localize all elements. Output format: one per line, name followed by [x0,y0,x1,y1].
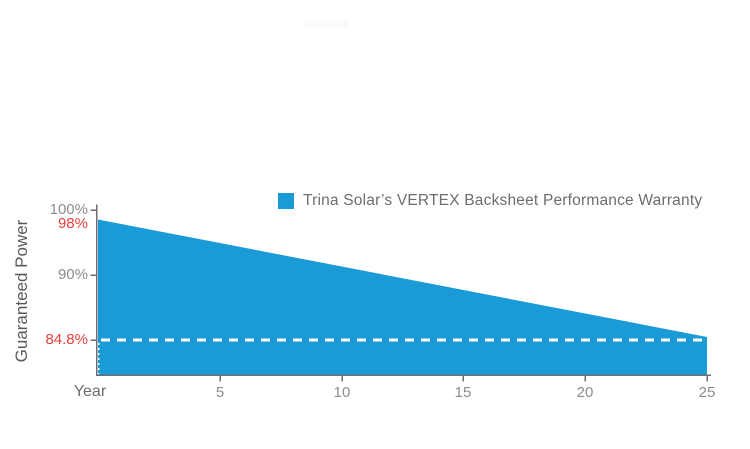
y-tick-84-8: 84.8% [45,331,88,348]
y-tick-98: 98% [57,215,88,232]
legend-label: Trina Solar’s VERTEX Backsheet Performan… [303,192,703,209]
x-tick-25: 25 [698,384,716,401]
y-tick-90: 90% [57,266,88,283]
x-tick-20: 20 [576,384,594,401]
warranty-area [98,219,707,375]
y-tick-100: 100% [49,201,88,218]
x-axis-title: Year [73,383,107,400]
x-tick-10: 10 [333,384,351,401]
x-tick-5: 5 [215,384,225,401]
legend: Trina Solar’s VERTEX Backsheet Performan… [278,192,702,210]
axes [90,204,711,382]
faint-artifact [303,21,348,28]
x-tick-15: 15 [454,384,472,401]
legend-swatch [278,193,294,209]
